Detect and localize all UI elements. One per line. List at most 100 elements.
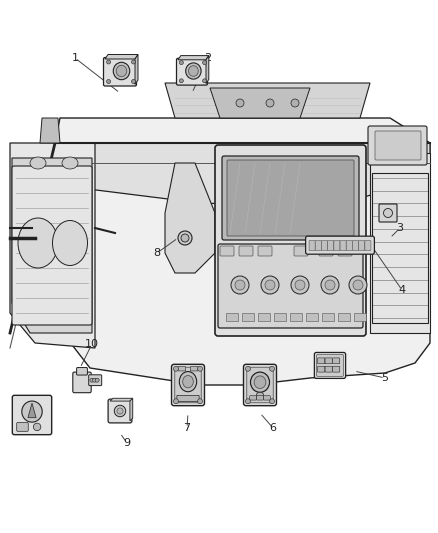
Ellipse shape [291,276,309,294]
Text: 10: 10 [85,339,99,349]
Ellipse shape [173,399,178,403]
FancyBboxPatch shape [318,358,325,364]
Ellipse shape [291,99,299,107]
Ellipse shape [179,372,197,392]
Ellipse shape [22,401,42,422]
Ellipse shape [245,366,251,372]
Ellipse shape [179,61,184,64]
Text: 9: 9 [124,438,131,448]
Polygon shape [55,143,430,205]
FancyBboxPatch shape [175,367,201,403]
Bar [290,313,302,321]
FancyBboxPatch shape [319,246,333,256]
Ellipse shape [251,372,269,392]
FancyBboxPatch shape [172,364,205,406]
Bar [322,313,334,321]
Ellipse shape [106,79,111,84]
Polygon shape [210,88,310,118]
FancyBboxPatch shape [365,240,371,251]
Bar [338,313,350,321]
FancyBboxPatch shape [328,240,334,251]
Ellipse shape [353,280,363,290]
Ellipse shape [53,221,88,265]
FancyBboxPatch shape [368,126,427,165]
FancyBboxPatch shape [338,246,352,256]
Ellipse shape [106,60,111,64]
Bar [372,173,428,323]
Ellipse shape [321,276,339,294]
FancyBboxPatch shape [12,166,92,325]
FancyBboxPatch shape [306,236,374,254]
Bar [274,313,286,321]
Polygon shape [40,118,60,143]
Polygon shape [370,153,430,333]
Ellipse shape [173,366,178,372]
FancyBboxPatch shape [325,358,332,364]
FancyBboxPatch shape [318,366,325,372]
FancyBboxPatch shape [12,395,52,435]
Polygon shape [206,55,209,84]
FancyBboxPatch shape [257,395,263,400]
Polygon shape [105,54,138,59]
Polygon shape [130,398,133,421]
Polygon shape [165,163,215,273]
FancyBboxPatch shape [321,240,328,251]
FancyBboxPatch shape [294,246,308,256]
Polygon shape [110,398,133,401]
Ellipse shape [114,405,126,417]
Ellipse shape [254,376,266,389]
FancyBboxPatch shape [220,246,234,256]
FancyBboxPatch shape [17,423,28,431]
Ellipse shape [198,399,202,403]
FancyBboxPatch shape [315,240,321,251]
FancyBboxPatch shape [108,399,132,423]
Polygon shape [135,54,138,85]
Text: 5: 5 [381,373,389,383]
Polygon shape [178,55,209,60]
Ellipse shape [269,366,275,372]
Ellipse shape [349,276,367,294]
Polygon shape [28,403,36,418]
Text: 7: 7 [184,423,191,433]
Text: 3: 3 [396,223,403,233]
FancyBboxPatch shape [250,395,256,400]
FancyBboxPatch shape [239,246,253,256]
FancyBboxPatch shape [103,58,137,86]
FancyBboxPatch shape [258,246,272,256]
Ellipse shape [203,61,207,64]
FancyBboxPatch shape [73,372,91,393]
FancyBboxPatch shape [353,240,359,251]
Ellipse shape [95,378,99,382]
FancyBboxPatch shape [379,204,397,222]
Bar [258,313,270,321]
Bar [354,313,366,321]
Text: 4: 4 [399,285,406,295]
Ellipse shape [384,208,392,217]
Ellipse shape [186,63,201,79]
Ellipse shape [203,79,207,83]
Polygon shape [165,83,370,118]
Ellipse shape [116,66,127,77]
Ellipse shape [131,60,135,64]
Ellipse shape [325,280,335,290]
FancyBboxPatch shape [264,395,270,400]
Bar [226,313,238,321]
Ellipse shape [269,399,275,403]
FancyBboxPatch shape [178,367,186,371]
FancyBboxPatch shape [218,244,363,328]
FancyBboxPatch shape [89,375,102,385]
Ellipse shape [261,276,279,294]
FancyBboxPatch shape [190,367,198,371]
FancyBboxPatch shape [247,367,273,403]
FancyBboxPatch shape [332,358,340,364]
Bar [306,313,318,321]
Ellipse shape [257,392,264,397]
Ellipse shape [113,62,130,80]
FancyBboxPatch shape [177,395,199,401]
Ellipse shape [236,99,244,107]
FancyBboxPatch shape [375,131,421,160]
FancyBboxPatch shape [227,160,354,236]
Ellipse shape [178,231,192,245]
Ellipse shape [30,157,46,169]
FancyBboxPatch shape [332,366,340,372]
